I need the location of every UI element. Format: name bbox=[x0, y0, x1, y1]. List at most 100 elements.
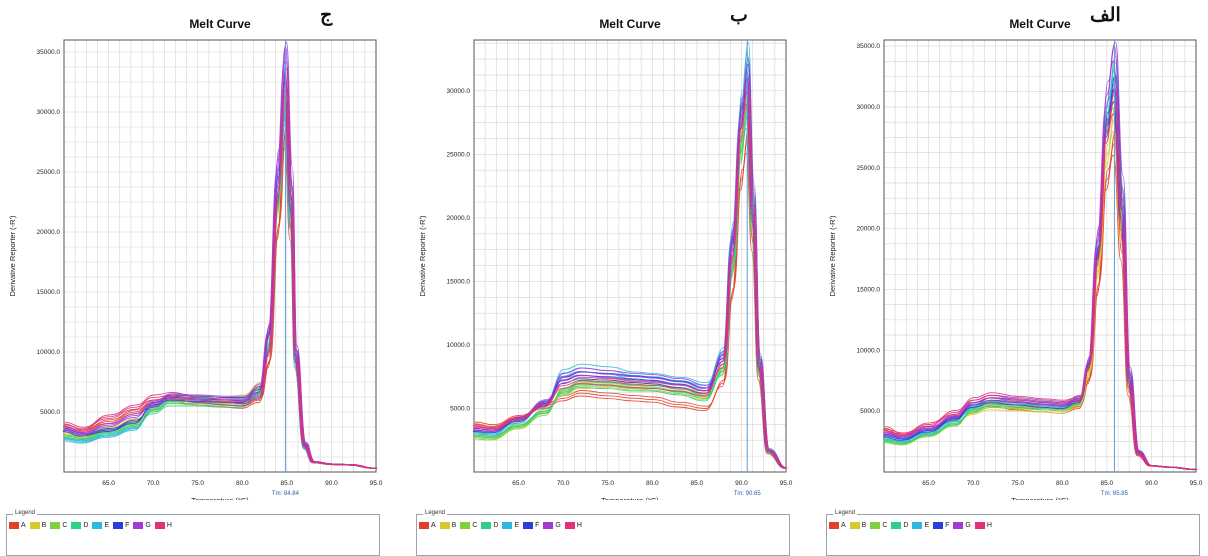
melt-curve-panel: ب Melt Curve 65.0 70.0 75.0 80.0 85.0 90.0 95.0 5… bbox=[410, 0, 800, 556]
legend-item[interactable]: F bbox=[933, 522, 949, 529]
legend-label: A bbox=[841, 522, 846, 529]
legend-item[interactable]: E bbox=[502, 522, 519, 529]
legend-item[interactable]: C bbox=[870, 522, 887, 529]
legend-swatch bbox=[891, 522, 902, 529]
legend-item[interactable]: H bbox=[974, 522, 992, 529]
legend-label: A bbox=[21, 522, 26, 529]
legend-item[interactable]: D bbox=[71, 522, 88, 529]
y-tick-label: 20000.0 bbox=[37, 229, 61, 236]
series-line bbox=[475, 63, 788, 469]
x-axis-label: Temperature (°C) bbox=[601, 496, 659, 500]
x-tick-label: 75.0 bbox=[191, 480, 204, 487]
x-tick-label: 70.0 bbox=[967, 480, 980, 487]
grid bbox=[883, 40, 1197, 473]
series-line bbox=[62, 95, 375, 469]
x-axis-label: Temperature (°C) bbox=[191, 496, 249, 500]
legend-item[interactable]: G bbox=[543, 522, 561, 529]
legend-swatch bbox=[9, 522, 19, 529]
legend-title: Legend bbox=[13, 509, 38, 517]
series-line bbox=[882, 101, 1195, 471]
legend-item[interactable]: H bbox=[154, 522, 172, 529]
legend-label: B bbox=[41, 522, 47, 529]
legend-swatch bbox=[829, 522, 839, 529]
legend-label: E bbox=[104, 522, 110, 529]
legend-item[interactable]: D bbox=[481, 522, 498, 529]
legend-label: H bbox=[986, 522, 992, 529]
legend-label: C bbox=[62, 522, 68, 529]
x-tick-label: 95.0 bbox=[370, 480, 383, 487]
legend-label: A bbox=[431, 522, 436, 529]
plot-frame bbox=[473, 39, 787, 473]
x-tick-label: 80.0 bbox=[1056, 480, 1069, 487]
legend-item[interactable]: C bbox=[50, 522, 67, 529]
legend-item[interactable]: E bbox=[92, 522, 109, 529]
series-line bbox=[882, 107, 1195, 471]
legend-items: A B C D E F G H bbox=[829, 522, 992, 529]
legend-label: D bbox=[83, 522, 89, 529]
legend-swatch bbox=[933, 522, 944, 529]
legend-item[interactable]: B bbox=[849, 522, 866, 529]
y-tick-label: 5000.0 bbox=[40, 409, 60, 416]
legend-label: D bbox=[493, 522, 499, 529]
x-tick-label: 65.0 bbox=[922, 480, 935, 487]
series-line bbox=[475, 57, 788, 469]
legend-swatch bbox=[912, 522, 923, 529]
series-line bbox=[472, 85, 785, 469]
y-tick-label: 10000.0 bbox=[37, 349, 61, 356]
y-tick-label: 35000.0 bbox=[37, 49, 61, 56]
legend-label: F bbox=[125, 522, 130, 529]
legend-label: E bbox=[924, 522, 930, 529]
y-tick-label: 15000.0 bbox=[447, 278, 471, 285]
legend-item[interactable]: A bbox=[419, 522, 436, 529]
legend-items: A B C D E F G H bbox=[9, 522, 172, 529]
legend-item[interactable]: F bbox=[523, 522, 539, 529]
legend-title: Legend bbox=[423, 509, 448, 517]
legend-item[interactable]: F bbox=[113, 522, 129, 529]
y-tick-label: 15000.0 bbox=[857, 286, 881, 293]
legend-label: G bbox=[145, 522, 151, 529]
legend-swatch bbox=[154, 522, 165, 529]
legend-swatch bbox=[953, 522, 964, 529]
plot-frame bbox=[63, 39, 377, 473]
legend-label: B bbox=[451, 522, 457, 529]
x-tick-label: 85.0 bbox=[1101, 480, 1114, 487]
legend-swatch bbox=[543, 522, 554, 529]
y-tick-label: 25000.0 bbox=[37, 169, 61, 176]
x-tick-label: 85.0 bbox=[281, 480, 294, 487]
legend-swatch bbox=[29, 522, 40, 529]
legend-item[interactable]: B bbox=[439, 522, 457, 529]
legend-label: H bbox=[166, 522, 172, 529]
panel-letter: ج bbox=[320, 4, 333, 26]
series-line bbox=[63, 81, 377, 469]
panel-letter: ب bbox=[730, 4, 748, 26]
legend-swatch bbox=[502, 522, 513, 529]
y-tick-label: 35000.0 bbox=[857, 43, 881, 50]
series-line bbox=[65, 86, 378, 469]
series-line bbox=[882, 113, 1195, 471]
legend-swatch bbox=[50, 522, 61, 529]
legend-box: Legend A B C D E F G H bbox=[416, 509, 790, 556]
legend-item[interactable]: H bbox=[564, 522, 582, 529]
x-tick-label: 95.0 bbox=[1190, 480, 1203, 487]
legend-items: A B C D E F G H bbox=[419, 522, 582, 529]
legend-box: Legend A B C D E F G H bbox=[6, 509, 380, 556]
legend-item[interactable]: G bbox=[953, 522, 971, 529]
chart-title: Melt Curve bbox=[1009, 17, 1071, 31]
legend-label: H bbox=[576, 522, 582, 529]
series-line bbox=[882, 89, 1195, 471]
legend-swatch bbox=[564, 522, 575, 529]
legend-item[interactable]: B bbox=[29, 522, 47, 529]
legend-item[interactable]: A bbox=[829, 522, 846, 529]
x-tick-label: 90.0 bbox=[1145, 480, 1158, 487]
x-tick-label: 70.0 bbox=[147, 480, 160, 487]
tm-label: Tm: 90.65 bbox=[734, 491, 762, 497]
legend-item[interactable]: A bbox=[9, 522, 26, 529]
legend-swatch bbox=[92, 522, 103, 529]
legend-item[interactable]: C bbox=[460, 522, 477, 529]
x-tick-label: 75.0 bbox=[601, 480, 614, 487]
series-line bbox=[885, 106, 1198, 470]
x-tick-label: 95.0 bbox=[780, 480, 793, 487]
legend-item[interactable]: G bbox=[133, 522, 151, 529]
legend-item[interactable]: D bbox=[891, 522, 908, 529]
legend-item[interactable]: E bbox=[912, 522, 929, 529]
